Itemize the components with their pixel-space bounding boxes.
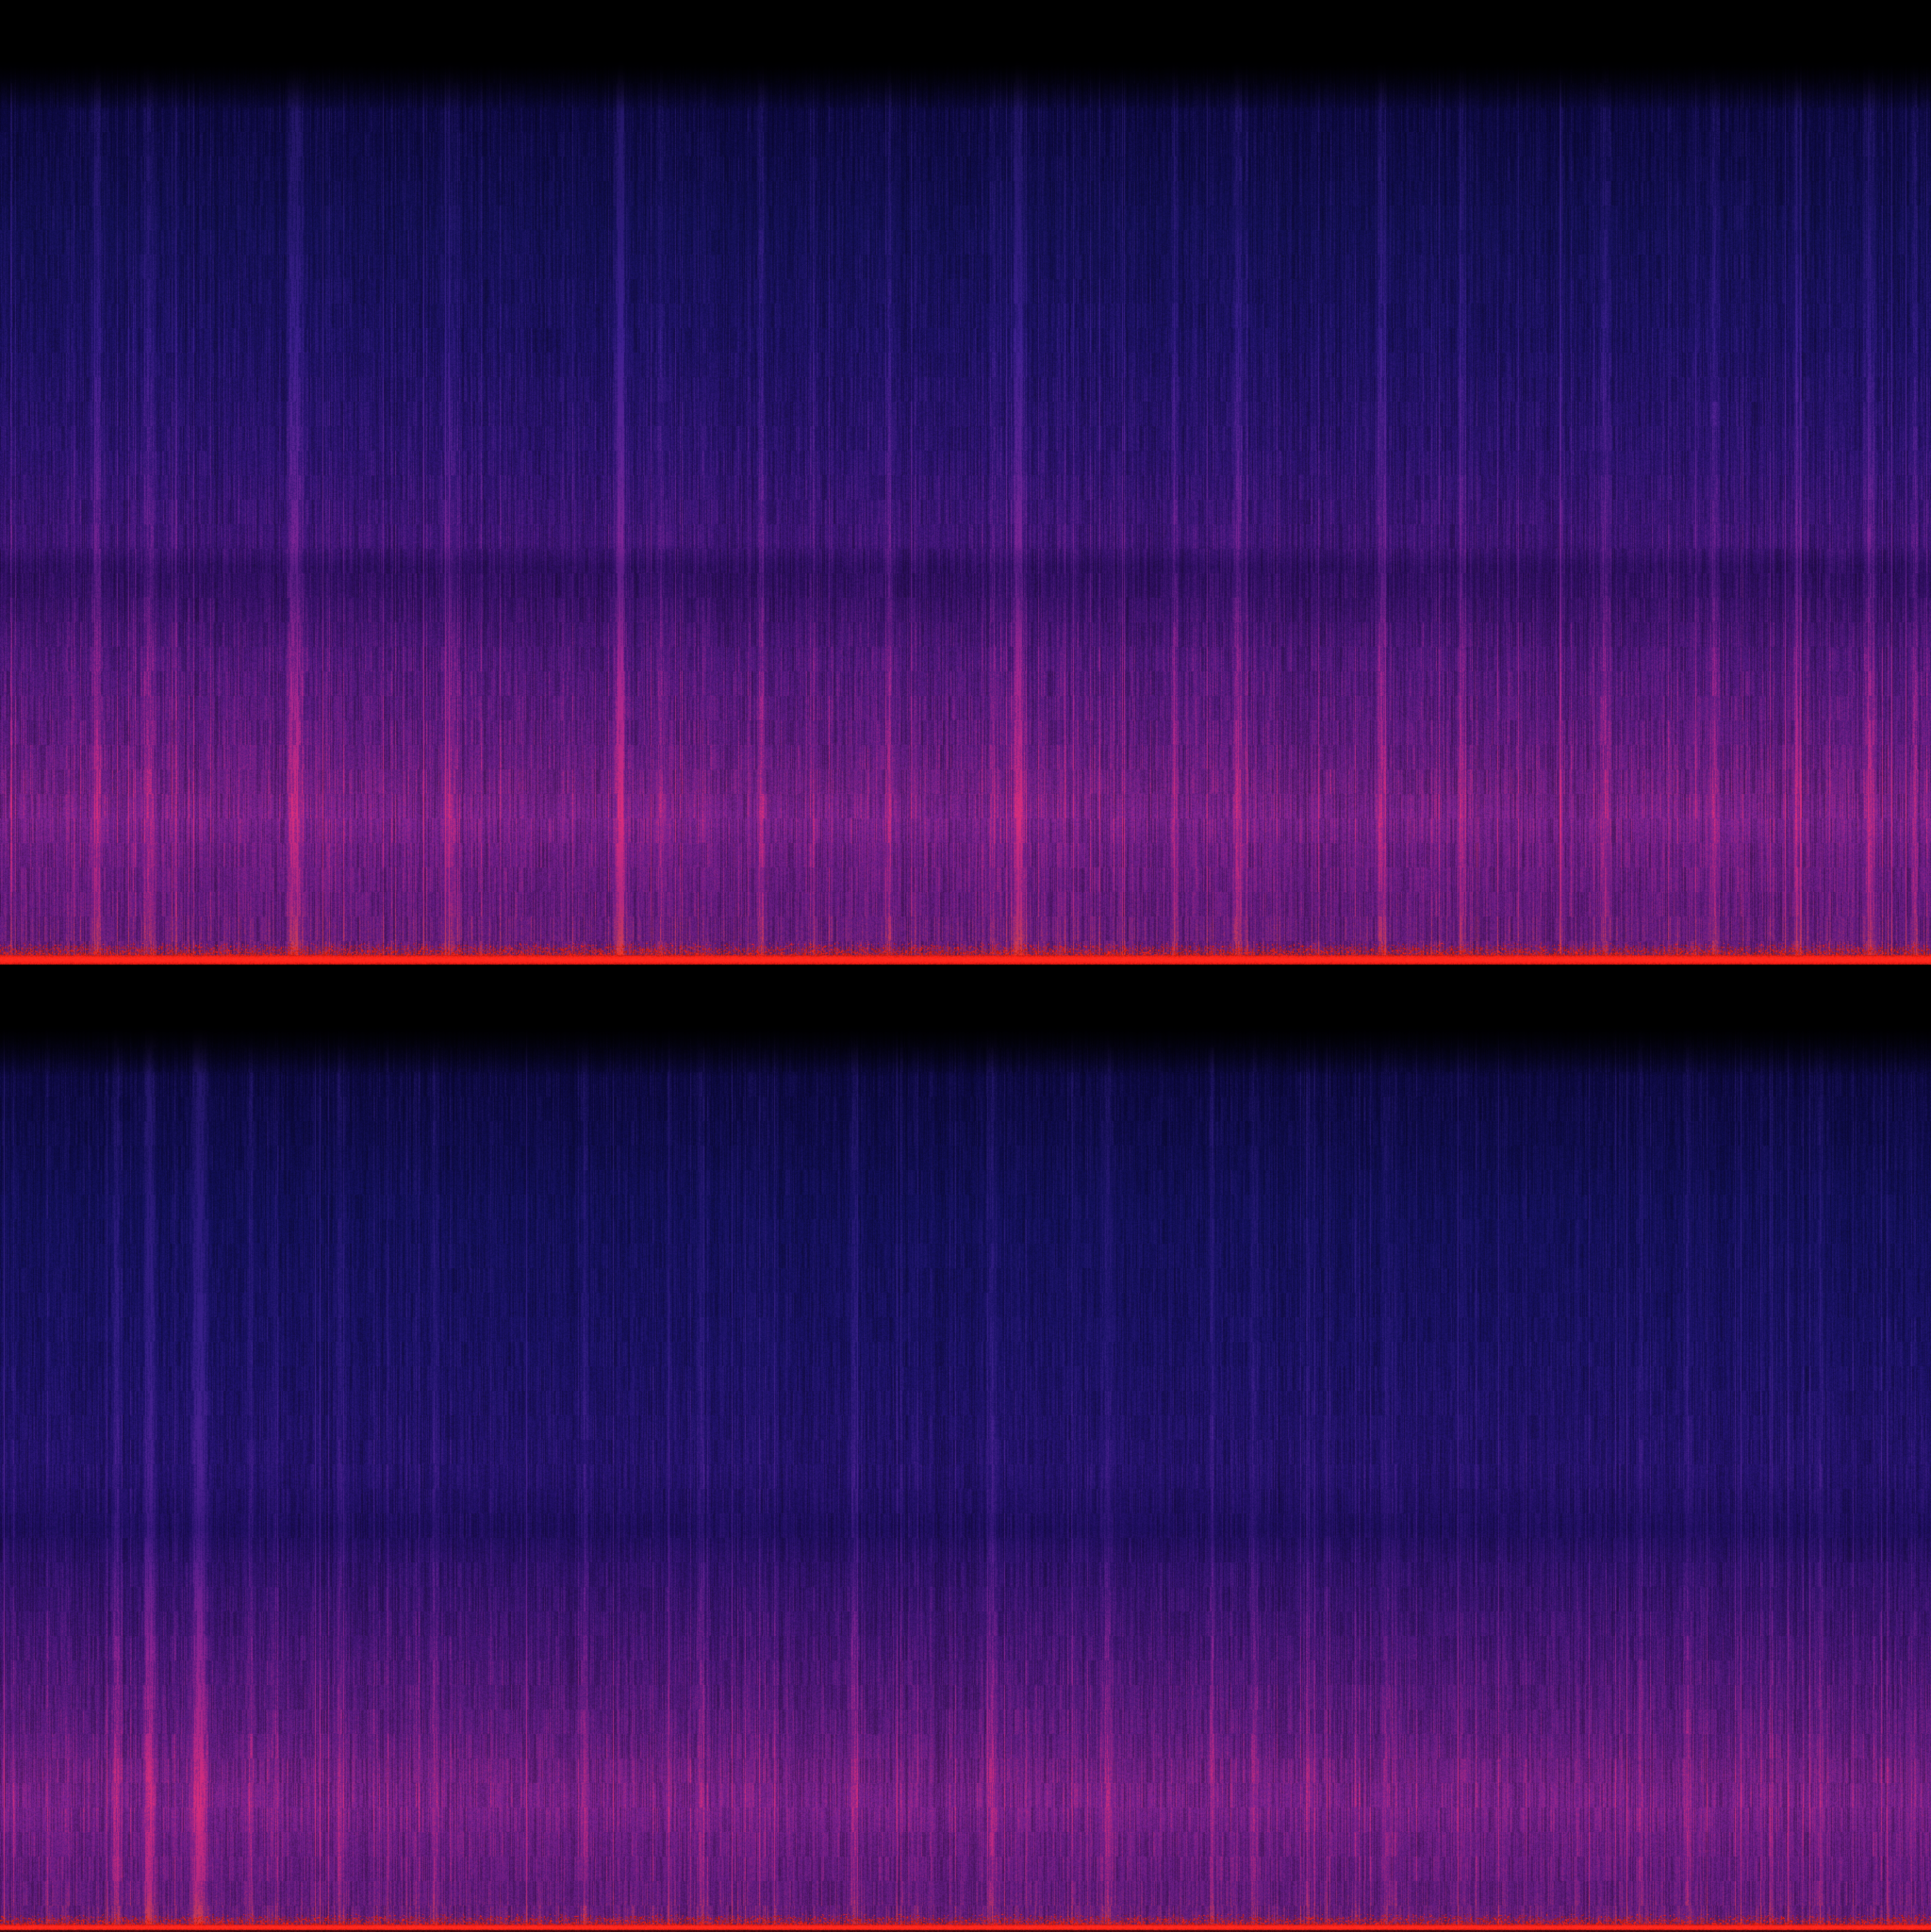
- spectrogram-figure: [0, 0, 1931, 1932]
- spectrogram-canvas: [0, 0, 1931, 1932]
